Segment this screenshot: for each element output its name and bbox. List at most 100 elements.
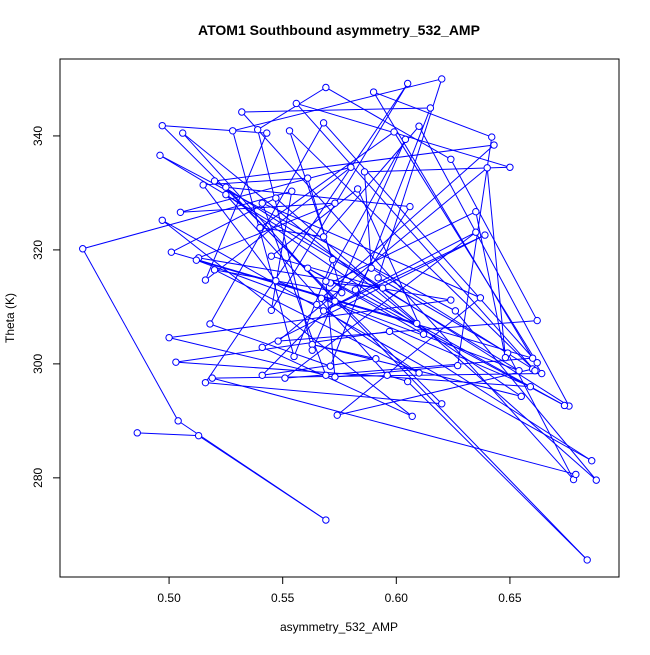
data-point	[419, 330, 428, 338]
series-line-segment	[205, 166, 352, 281]
series-line-segment	[295, 103, 536, 372]
data-point	[303, 174, 312, 182]
series-line-segment	[212, 373, 542, 379]
data-point	[258, 371, 266, 379]
data-point	[353, 185, 362, 193]
data-point	[317, 294, 326, 303]
series-points	[79, 75, 600, 564]
data-point	[201, 276, 210, 284]
series-line-segment	[232, 78, 442, 132]
data-point	[383, 371, 391, 379]
data-point	[258, 199, 266, 207]
x-tick-label: 0.65	[498, 591, 522, 605]
series-line-segment	[389, 330, 593, 462]
data-point	[331, 199, 339, 207]
series-line-segment	[373, 91, 492, 138]
y-tick-label: 340	[31, 126, 45, 146]
series-line-segment	[296, 102, 511, 168]
series-line-segment	[336, 297, 481, 416]
data-point	[378, 284, 387, 292]
series-line-segment	[450, 159, 538, 321]
series-line-segment	[275, 197, 597, 481]
data-point	[263, 129, 271, 137]
data-point	[415, 369, 423, 377]
data-point	[208, 374, 216, 382]
data-point	[158, 216, 166, 224]
data-point	[133, 429, 141, 437]
data-point	[572, 470, 580, 479]
series-line-segment	[180, 166, 351, 213]
data-point	[206, 320, 214, 328]
series-line-segment	[162, 219, 592, 462]
data-point	[401, 135, 410, 144]
series-line-segment	[455, 310, 597, 481]
series-line-segment	[232, 130, 295, 357]
series-line-segment	[82, 190, 292, 250]
data-point	[390, 128, 398, 136]
data-point	[476, 294, 485, 302]
series-line-segment	[214, 180, 570, 407]
series-line-segment	[323, 231, 477, 312]
data-point	[426, 104, 435, 112]
series-line-segment	[212, 377, 576, 475]
data-point	[194, 431, 203, 440]
series-line-segment	[377, 277, 508, 354]
series-line-segment	[284, 231, 477, 379]
data-point	[319, 119, 328, 127]
x-axis: 0.50 0.55 0.60 0.65	[157, 577, 522, 605]
data-point	[406, 202, 414, 211]
y-tick-label: 280	[31, 468, 45, 488]
series-line-segment	[270, 83, 409, 311]
chart-title: ATOM1 Southbound asymmetry_532_AMP	[198, 22, 480, 38]
data-point	[322, 83, 330, 92]
data-point	[403, 377, 412, 386]
series-line-segment	[325, 281, 336, 378]
series-line-segment	[354, 206, 411, 291]
series-line-segment	[214, 144, 495, 182]
series-line-segment	[182, 132, 418, 324]
data-point	[303, 264, 312, 272]
series-line-segment	[259, 227, 324, 238]
data-point	[347, 163, 355, 171]
data-point	[313, 300, 321, 309]
data-point	[506, 163, 514, 171]
data-point	[360, 168, 369, 176]
series-line-segment	[329, 107, 431, 367]
data-point	[322, 371, 330, 379]
data-point	[79, 245, 87, 253]
series-line-segment	[307, 267, 565, 406]
y-tick-label: 300	[31, 354, 45, 374]
data-point	[322, 516, 330, 524]
series-line-segment	[177, 420, 327, 521]
data-point	[172, 358, 180, 366]
data-point	[451, 307, 460, 315]
series-line-segment	[82, 248, 179, 422]
series-line-segment	[393, 131, 538, 363]
series-line-segment	[323, 234, 486, 312]
data-point	[319, 233, 328, 241]
data-point	[588, 457, 596, 465]
data-point	[158, 121, 166, 130]
series-line-segment	[159, 154, 456, 312]
data-point	[533, 316, 541, 325]
data-point	[374, 274, 382, 282]
data-point	[367, 264, 376, 272]
data-point	[490, 141, 498, 149]
data-point	[267, 252, 276, 260]
data-point	[372, 355, 380, 363]
data-point	[331, 373, 339, 381]
data-point	[274, 337, 282, 345]
x-tick-label: 0.50	[157, 591, 181, 605]
series-line-segment	[407, 381, 588, 561]
data-point	[369, 88, 378, 96]
data-point	[501, 353, 510, 362]
data-point	[201, 378, 210, 387]
series-line-segment	[262, 358, 376, 376]
series-line-segment	[205, 83, 409, 383]
data-point	[472, 228, 480, 236]
data-point	[447, 296, 455, 304]
data-point	[272, 276, 280, 285]
data-point	[165, 333, 173, 342]
data-point	[481, 231, 489, 239]
series-line-segment	[334, 365, 458, 378]
